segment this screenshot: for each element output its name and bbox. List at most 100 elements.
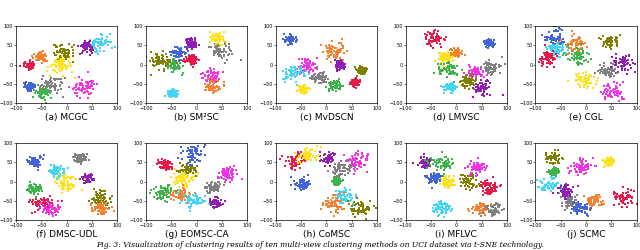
Point: [612, 44, 622, 48]
Point: [223, 168, 233, 172]
Point: [326, 202, 337, 206]
Point: [283, 155, 293, 159]
Point: [565, 58, 575, 62]
Point: [219, 172, 229, 175]
Point: [168, 66, 178, 70]
Point: [351, 79, 361, 83]
Point: [311, 158, 321, 162]
Point: [185, 55, 195, 59]
Point: [186, 163, 196, 167]
Point: [349, 83, 359, 87]
Point: [428, 34, 438, 38]
Point: [174, 54, 184, 58]
Point: [38, 96, 49, 100]
Point: [359, 164, 369, 168]
Point: [605, 36, 615, 40]
Point: [23, 187, 33, 191]
Point: [426, 174, 436, 178]
Point: [335, 41, 346, 45]
Point: [39, 53, 49, 57]
Point: [304, 64, 314, 68]
Point: [600, 70, 610, 74]
Point: [604, 82, 614, 86]
Point: [214, 176, 225, 180]
Point: [470, 171, 481, 175]
Point: [430, 59, 440, 63]
Point: [355, 64, 365, 68]
Point: [303, 183, 313, 187]
Point: [290, 65, 300, 69]
Point: [295, 154, 305, 158]
Point: [175, 196, 185, 200]
Point: [34, 58, 44, 62]
Point: [466, 81, 476, 85]
Point: [442, 70, 452, 73]
Point: [19, 64, 29, 68]
Point: [40, 90, 51, 94]
Point: [440, 185, 450, 189]
Point: [283, 43, 293, 47]
Point: [177, 176, 187, 180]
Point: [287, 159, 298, 163]
Point: [495, 183, 506, 187]
Point: [38, 91, 49, 95]
Point: [187, 41, 197, 45]
Point: [481, 208, 491, 212]
Point: [166, 64, 176, 68]
Point: [180, 45, 190, 49]
Point: [301, 89, 311, 93]
Point: [350, 84, 360, 87]
Point: [432, 172, 442, 176]
Point: [171, 191, 181, 195]
Point: [278, 32, 289, 36]
Point: [493, 205, 504, 209]
Point: [614, 194, 624, 198]
Point: [571, 170, 581, 174]
Point: [321, 75, 332, 79]
Point: [580, 210, 591, 214]
Point: [354, 160, 364, 164]
Point: [219, 183, 229, 187]
Point: [302, 65, 312, 69]
Point: [612, 93, 622, 97]
Point: [209, 34, 219, 38]
Point: [303, 151, 313, 155]
Point: [184, 168, 194, 172]
Point: [466, 159, 476, 163]
Point: [95, 207, 105, 211]
Point: [549, 38, 559, 42]
Point: [360, 207, 371, 211]
Point: [330, 167, 340, 171]
Point: [489, 209, 499, 213]
Point: [289, 67, 300, 71]
Point: [442, 164, 452, 168]
Point: [163, 163, 173, 167]
Point: [301, 90, 311, 94]
Point: [456, 173, 466, 177]
Point: [324, 152, 334, 156]
Point: [37, 202, 47, 206]
Point: [334, 182, 344, 186]
Point: [476, 67, 486, 71]
Point: [308, 154, 318, 158]
Point: [490, 211, 500, 215]
Point: [449, 87, 459, 91]
Point: [100, 38, 111, 42]
Point: [429, 203, 439, 207]
Point: [351, 79, 362, 83]
Point: [485, 184, 495, 188]
Point: [220, 61, 230, 65]
Point: [59, 180, 69, 184]
Point: [357, 152, 367, 156]
Point: [71, 177, 81, 181]
Point: [422, 158, 432, 162]
Point: [625, 200, 636, 203]
Point: [570, 201, 580, 205]
Point: [566, 169, 576, 173]
Point: [303, 154, 313, 158]
Point: [602, 161, 612, 165]
Point: [623, 61, 633, 65]
Point: [157, 190, 168, 194]
Point: [350, 165, 360, 169]
Point: [575, 167, 586, 171]
